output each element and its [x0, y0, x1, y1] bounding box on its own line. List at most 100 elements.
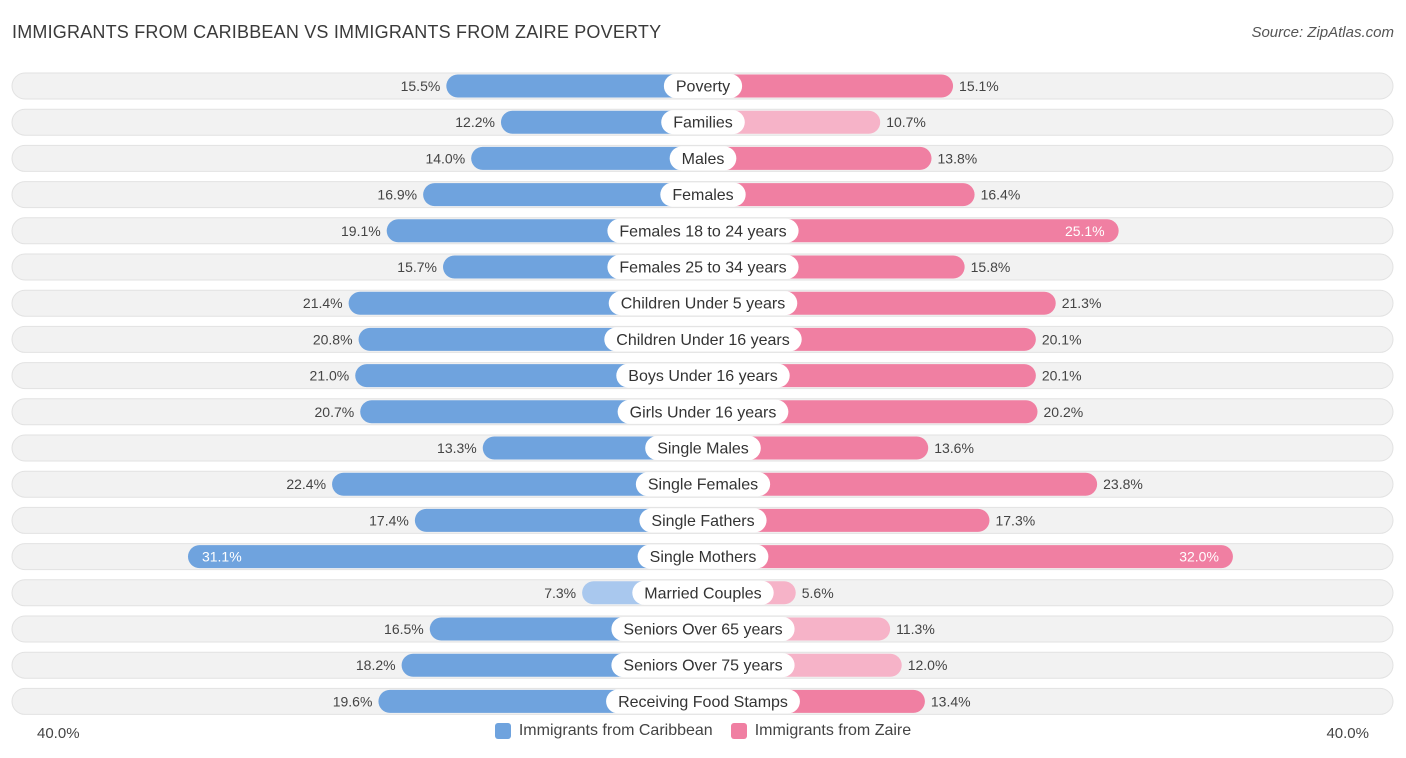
value-label-caribbean: 18.2%: [356, 657, 396, 673]
bar-row: 21.0% 20.1% Boys Under 16 years: [11, 362, 1394, 390]
value-label-zaire: 13.8%: [938, 150, 978, 166]
bar-zaire: [703, 545, 1233, 569]
value-label-zaire: 15.8%: [971, 259, 1011, 275]
category-pill: [661, 110, 745, 135]
value-label-caribbean: 21.4%: [303, 295, 343, 311]
bar-zaire: [703, 508, 990, 532]
category-pill: [663, 74, 743, 98]
bar-row: 21.4% 21.3% Children Under 5 years: [11, 289, 1394, 317]
value-label-zaire: 15.1%: [959, 78, 999, 94]
category-label: Single Mothers: [650, 549, 757, 566]
category-label: Single Females: [648, 477, 758, 494]
category-pill: [660, 182, 746, 207]
category-pill: [604, 327, 802, 352]
bar-caribbean: [423, 183, 703, 207]
category-label: Seniors Over 65 years: [623, 622, 782, 639]
value-label-caribbean: 13.3%: [437, 440, 477, 456]
bar-row: 17.4% 17.3% Single Fathers: [11, 506, 1394, 534]
category-label: Married Couples: [644, 585, 761, 602]
bar-row: 15.5% 15.1% Poverty: [11, 72, 1394, 100]
category-pill: [608, 291, 798, 316]
bar-caribbean: [500, 110, 703, 134]
value-label-zaire: 5.6%: [802, 585, 834, 601]
category-label: Receiving Food Stamps: [618, 694, 788, 711]
bar-caribbean: [187, 545, 703, 569]
category-label: Children Under 5 years: [621, 296, 786, 313]
category-pill: [611, 617, 795, 641]
bar-zaire: [703, 110, 881, 134]
source-note: Source: ZipAtlas.com: [1251, 24, 1394, 41]
category-pill: [632, 580, 774, 605]
value-label-zaire: 20.1%: [1042, 331, 1082, 347]
legend-label-caribbean: Immigrants from Caribbean: [518, 722, 713, 739]
value-label-zaire: 12.0%: [908, 657, 948, 673]
category-label: Females 18 to 24 years: [619, 223, 786, 240]
axis-right-label: 40.0%: [1326, 725, 1369, 742]
value-label-caribbean: 17.4%: [369, 512, 409, 528]
value-label-zaire: 20.1%: [1042, 368, 1082, 384]
bar-row: 20.7% 20.2% Girls Under 16 years: [11, 398, 1394, 426]
bar-row: 13.3% 13.6% Single Males: [11, 434, 1394, 462]
bar-caribbean: [355, 364, 703, 388]
bar-row: 18.2% 12.0% Seniors Over 75 years: [11, 651, 1394, 679]
value-label-caribbean: 12.2%: [455, 114, 495, 130]
value-label-caribbean: 14.0%: [425, 150, 465, 166]
value-label-caribbean: 16.5%: [384, 621, 424, 637]
value-label-caribbean: 15.7%: [397, 259, 437, 275]
value-label-zaire: 11.3%: [896, 621, 935, 637]
legend-item-zaire[interactable]: Immigrants from Zaire: [730, 722, 912, 740]
bar-row: 31.1% 32.0% Single Mothers: [11, 543, 1394, 571]
category-label: Females 25 to 34 years: [619, 260, 786, 277]
category-pill: [669, 146, 737, 171]
bar-zaire: [703, 472, 1098, 496]
bar-zaire: [703, 219, 1119, 243]
value-label-caribbean: 15.5%: [401, 78, 441, 94]
bar-row: 15.7% 15.8% Females 25 to 34 years: [11, 253, 1394, 281]
legend-swatch-zaire: [730, 723, 747, 739]
value-label-zaire: 20.2%: [1044, 404, 1084, 420]
category-pill: [606, 689, 800, 714]
value-label-caribbean: 7.3%: [544, 585, 576, 601]
value-label-caribbean: 20.8%: [313, 331, 353, 347]
category-label: Single Males: [657, 441, 749, 458]
category-pill: [616, 363, 790, 388]
category-pill: [639, 508, 767, 533]
value-label-caribbean: 20.7%: [315, 404, 355, 420]
value-label-zaire: 17.3%: [995, 512, 1035, 528]
category-label: Families: [673, 115, 733, 132]
value-label-zaire: 13.6%: [934, 440, 974, 456]
axis-left-label: 40.0%: [37, 725, 80, 742]
bar-caribbean: [360, 400, 703, 424]
bar-zaire: [703, 146, 932, 170]
category-label: Boys Under 16 years: [628, 368, 777, 385]
bar-zaire: [703, 183, 975, 207]
legend: Immigrants from Caribbean Immigrants fro…: [0, 722, 1406, 740]
category-label: Males: [682, 151, 725, 168]
value-label-caribbean: 31.1%: [202, 549, 242, 565]
legend-item-caribbean[interactable]: Immigrants from Caribbean: [494, 722, 713, 740]
bar-caribbean: [446, 74, 703, 98]
value-label-caribbean: 22.4%: [286, 476, 326, 492]
bar-row: 12.2% 10.7% Families: [11, 108, 1394, 136]
category-label: Seniors Over 75 years: [623, 658, 782, 675]
bar-row: 7.3% 5.6% Married Couples: [11, 579, 1394, 607]
category-pill: [607, 255, 799, 279]
value-label-zaire: 25.1%: [1065, 223, 1105, 239]
category-pill: [635, 472, 771, 497]
category-label: Poverty: [676, 79, 730, 96]
category-label: Children Under 16 years: [616, 332, 789, 349]
value-label-zaire: 10.7%: [886, 114, 926, 130]
bar-caribbean: [414, 508, 703, 532]
bar-zaire: [703, 74, 954, 98]
category-label: Girls Under 16 years: [630, 404, 777, 421]
value-label-zaire: 13.4%: [931, 693, 971, 709]
bar-caribbean: [471, 146, 703, 170]
category-pill: [611, 653, 795, 678]
legend-label-zaire: Immigrants from Zaire: [754, 722, 912, 739]
category-label: Single Fathers: [651, 513, 754, 530]
bar-row: 16.9% 16.4% Females: [11, 181, 1394, 209]
category-pill: [607, 218, 799, 243]
value-label-caribbean: 16.9%: [377, 187, 417, 203]
legend-swatch-caribbean: [494, 723, 511, 739]
